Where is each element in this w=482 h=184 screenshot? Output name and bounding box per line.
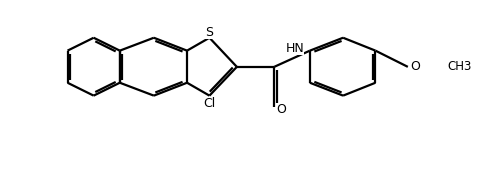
Text: S: S: [205, 26, 214, 39]
Text: O: O: [410, 60, 420, 73]
Text: CH3: CH3: [448, 60, 472, 73]
Text: O: O: [276, 103, 286, 116]
Text: Cl: Cl: [203, 97, 215, 110]
Text: HN: HN: [285, 42, 304, 54]
